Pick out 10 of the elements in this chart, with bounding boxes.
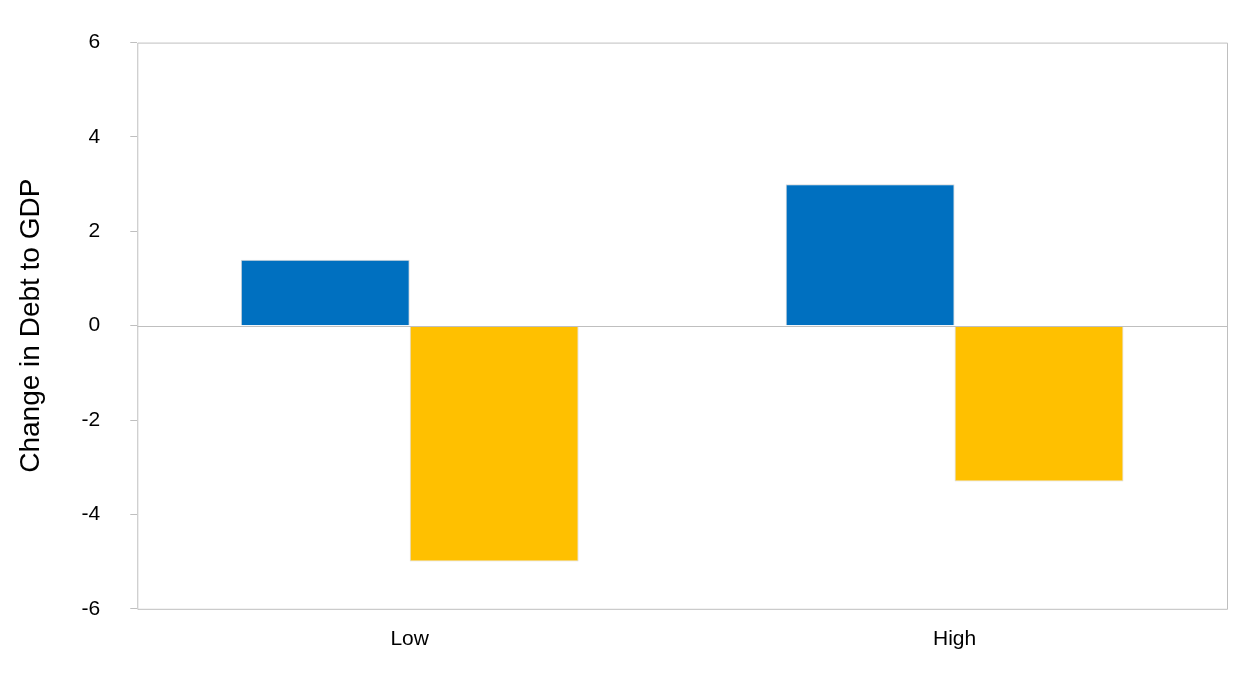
y-tick-label: -2: [81, 406, 101, 430]
x-tick-label: High: [932, 626, 977, 650]
y-tick-label: -4: [81, 501, 101, 525]
y-axis-title: Change in Debt to GDP: [13, 178, 45, 473]
y-tick-label: -6: [81, 595, 101, 619]
y-tick-label: 2: [88, 218, 101, 242]
y-tick-label: 6: [88, 29, 101, 53]
y-tick-label: 4: [88, 123, 101, 147]
y-tick-label: 0: [88, 312, 101, 336]
x-tick-label: Low: [390, 626, 430, 650]
